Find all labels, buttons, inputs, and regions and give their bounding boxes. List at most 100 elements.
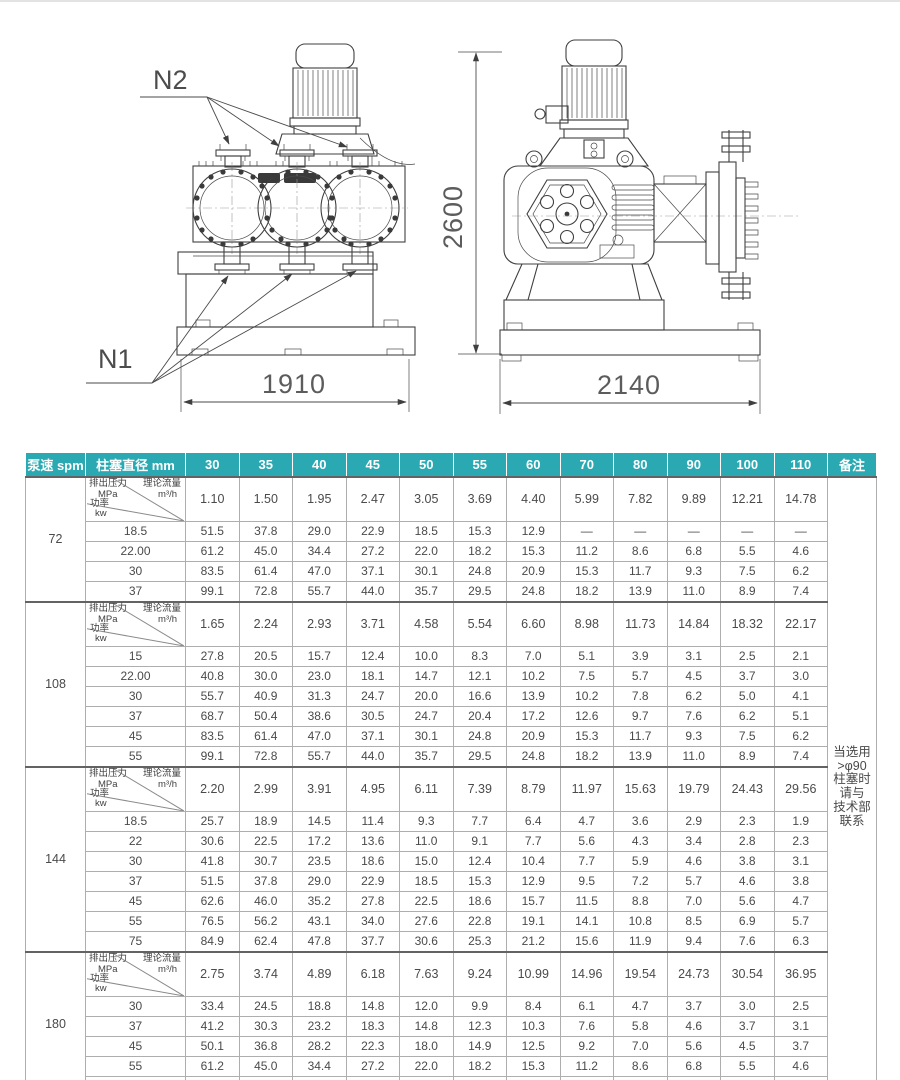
power-value-cell: 3.4: [667, 832, 721, 852]
pressure-cell: 45: [86, 727, 186, 747]
power-value-cell: 22.0: [400, 1057, 454, 1077]
power-value-cell: 25.7: [186, 812, 240, 832]
power-value-cell: 37.8: [239, 872, 293, 892]
power-value-cell: 14.9: [453, 1037, 507, 1057]
power-value-cell: 15.3: [560, 562, 614, 582]
flow-value-cell: 6.60: [507, 602, 561, 647]
height-dim-text: 2600: [438, 185, 468, 249]
power-value-cell: 15.3: [507, 1057, 561, 1077]
power-value-cell: 76.5: [186, 912, 240, 932]
power-value-cell: 3.7: [721, 1017, 775, 1037]
power-value-cell: 4.5: [721, 1037, 775, 1057]
power-value-cell: 29.0: [293, 872, 347, 892]
pressure-cell: 55: [86, 912, 186, 932]
side-width-dimension: 2140: [500, 359, 760, 414]
power-value-cell: 3.9: [614, 647, 668, 667]
power-value-cell: 18.6: [453, 892, 507, 912]
power-value-cell: 12.0: [400, 997, 454, 1017]
power-value-cell: 61.4: [239, 1077, 293, 1080]
power-value-cell: 22.9: [346, 522, 400, 542]
power-value-cell: 34.4: [293, 542, 347, 562]
power-value-cell: 5.1: [774, 707, 828, 727]
power-value-cell: 15.0: [400, 852, 454, 872]
spec-table: 泵速 spm 柱塞直径 mm 30 35 40 45 50 55 60 70 8…: [25, 452, 877, 1080]
power-value-cell: 6.2: [667, 687, 721, 707]
power-value-cell: 17.2: [507, 707, 561, 727]
pressure-cell: 55: [86, 747, 186, 768]
power-value-cell: 18.2: [453, 542, 507, 562]
power-value-cell: 18.5: [400, 522, 454, 542]
pressure-cell: 75: [86, 932, 186, 953]
power-value-cell: 11.7: [614, 1077, 668, 1080]
pressure-cell: 22.00: [86, 542, 186, 562]
power-value-cell: 3.0: [774, 667, 828, 687]
power-value-cell: 29.5: [453, 582, 507, 603]
power-value-cell: 10.4: [507, 852, 561, 872]
pressure-cell: 30: [86, 852, 186, 872]
height-dimension: 2600: [438, 52, 502, 354]
power-value-cell: 11.2: [560, 1057, 614, 1077]
power-value-cell: 2.8: [721, 832, 775, 852]
power-value-cell: 20.4: [453, 707, 507, 727]
power-value-cell: 22.8: [453, 912, 507, 932]
power-value-cell: 5.8: [614, 1017, 668, 1037]
power-value-cell: 3.7: [774, 1037, 828, 1057]
n1-label: N1: [98, 344, 133, 374]
flow-value-cell: 5.54: [453, 602, 507, 647]
flow-value-cell: 4.89: [293, 952, 347, 997]
power-value-cell: 12.5: [507, 1037, 561, 1057]
flow-value-cell: 2.20: [186, 767, 240, 812]
power-value-cell: 35.7: [400, 582, 454, 603]
power-value-cell: —: [774, 522, 828, 542]
flow-value-cell: 2.93: [293, 602, 347, 647]
power-value-cell: 4.6: [667, 1017, 721, 1037]
power-value-cell: 5.9: [614, 852, 668, 872]
power-value-cell: 6.8: [667, 1057, 721, 1077]
header-plunger-diameter: 柱塞直径 mm: [86, 453, 186, 478]
power-value-cell: 14.8: [400, 1017, 454, 1037]
top-nozzles: [216, 144, 377, 167]
power-value-cell: 4.5: [667, 667, 721, 687]
power-value-cell: 34.0: [346, 912, 400, 932]
fluid-end: [512, 130, 800, 300]
power-value-cell: 7.4: [774, 582, 828, 603]
flow-value-cell: 1.95: [293, 477, 347, 522]
motor-side: [535, 40, 628, 138]
power-value-cell: 9.3: [667, 1077, 721, 1080]
power-value-cell: —: [614, 522, 668, 542]
power-value-cell: 56.2: [239, 912, 293, 932]
header-diameter-value: 80: [614, 453, 668, 478]
power-value-cell: 30.6: [186, 832, 240, 852]
flow-value-cell: 24.73: [667, 952, 721, 997]
power-value-cell: 4.7: [560, 812, 614, 832]
power-value-cell: 3.0: [721, 997, 775, 1017]
power-value-cell: 24.8: [507, 747, 561, 768]
power-value-cell: 12.9: [507, 522, 561, 542]
flow-value-cell: 19.79: [667, 767, 721, 812]
power-value-cell: 3.1: [667, 647, 721, 667]
power-value-cell: 11.0: [667, 747, 721, 768]
flow-value-cell: 19.54: [614, 952, 668, 997]
pressure-cell: 45: [86, 892, 186, 912]
power-value-cell: 15.3: [453, 872, 507, 892]
power-value-cell: 4.6: [774, 1057, 828, 1077]
flow-value-cell: 11.73: [614, 602, 668, 647]
power-value-cell: 9.3: [400, 812, 454, 832]
power-value-cell: 24.7: [400, 707, 454, 727]
flow-value-cell: 14.78: [774, 477, 828, 522]
